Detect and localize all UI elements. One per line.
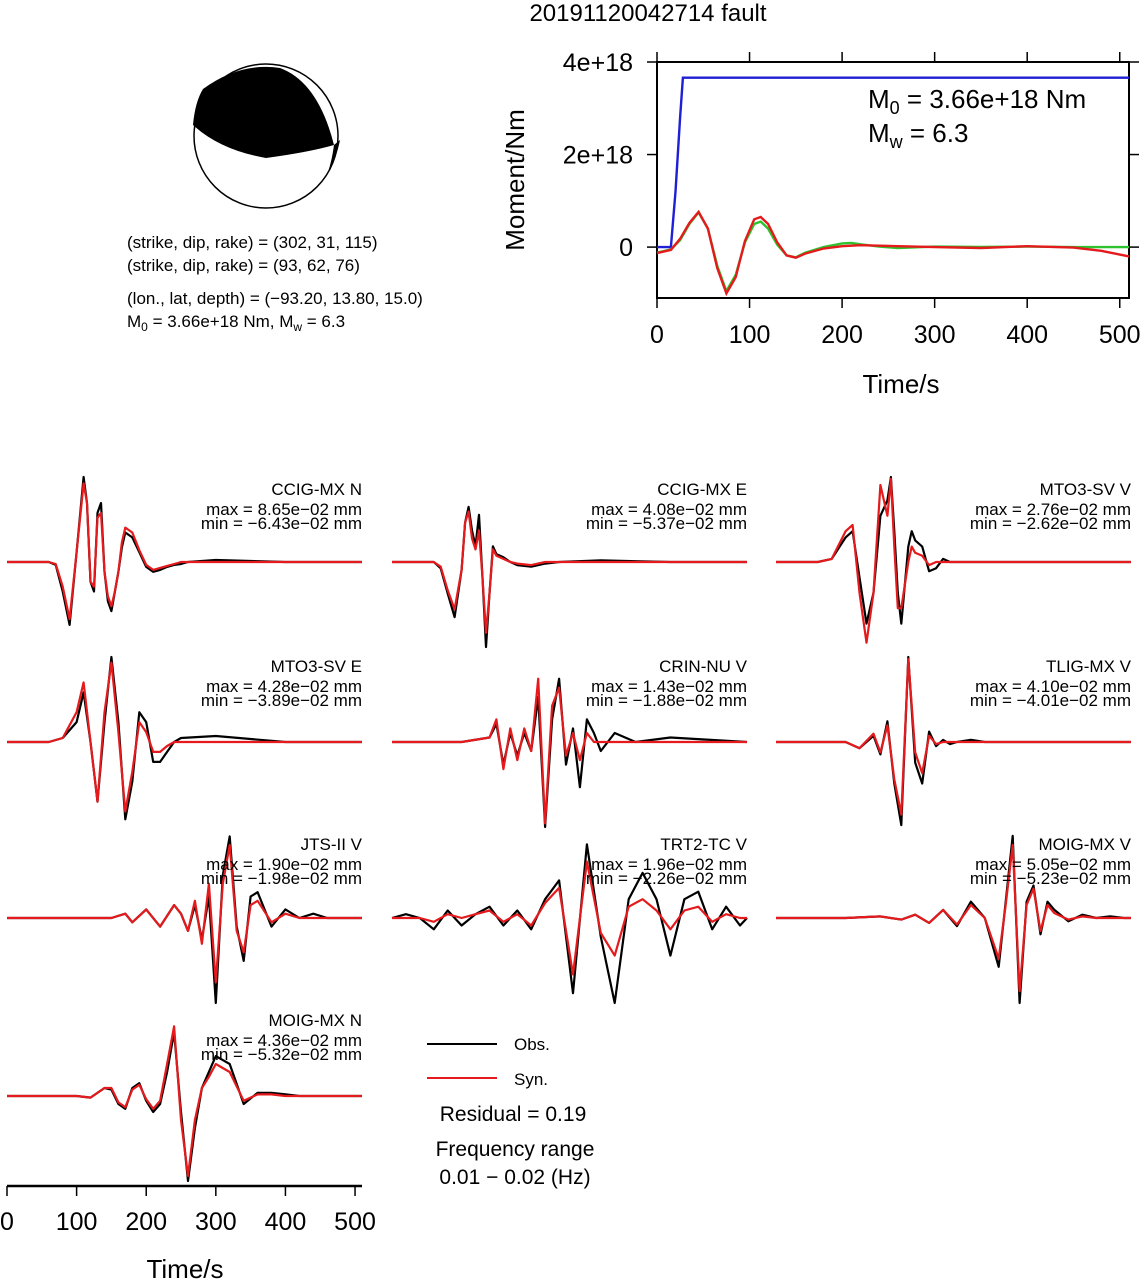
station-min-label: min = −4.01e−02 mm	[970, 691, 1131, 710]
waveform-syn-trace	[392, 860, 747, 976]
figure-title: 20191120042714 fault	[529, 0, 766, 27]
station-min-label: min = −2.26e−02 mm	[586, 869, 747, 888]
station-min-label: min = −5.37e−02 mm	[586, 514, 747, 533]
waveform-syn-trace	[7, 482, 362, 621]
mechanism-location: (lon., lat, depth) = (−93.20, 13.80, 15.…	[127, 289, 423, 308]
station-max-label: max = 1.43e−02 mm	[591, 677, 747, 696]
residual-label: Residual = 0.19	[440, 1103, 587, 1126]
waveform-time-axis: 0 100 200 300 400 500 Time/s	[0, 1184, 376, 1281]
station-max-label: max = 4.08e−02 mm	[591, 500, 747, 519]
moment-ytick-label: 0	[619, 234, 633, 262]
station-max-label: max = 4.36e−02 mm	[206, 1031, 362, 1050]
moment-axes: 0 100 200 300 400 500 0 2e+18 4e+18 Time/s Moment/…	[500, 49, 1141, 399]
mechanism-info: (strike, dip, rake) = (302, 31, 115) (st…	[127, 233, 423, 334]
station-max-label: max = 2.76e−02 mm	[975, 500, 1131, 519]
station-label: MOIG-MX V	[1038, 835, 1131, 854]
waveform-obs-trace	[392, 505, 747, 649]
moment-ytick-label: 2e+18	[563, 142, 633, 170]
station-label: CCIG-MX E	[657, 480, 747, 499]
mechanism-moment: M0 = 3.66e+18 Nm, Mw = 6.3	[127, 312, 345, 334]
mechanism-plane-1: (strike, dip, rake) = (302, 31, 115)	[127, 233, 378, 252]
station-min-label: min = −5.23e−02 mm	[970, 869, 1131, 888]
station-max-label: max = 4.28e−02 mm	[206, 677, 362, 696]
waveform-syn-trace	[776, 658, 1131, 816]
frequency-range-value: 0.01 − 0.02 (Hz)	[439, 1166, 590, 1189]
moment-xtick-label: 200	[821, 321, 863, 349]
moment-xtick-label: 100	[729, 321, 771, 349]
frequency-range-label: Frequency range	[436, 1138, 595, 1161]
moment-xtick-label: 400	[1006, 321, 1048, 349]
waveform-syn-trace	[776, 477, 1131, 644]
legend-obs-label: Obs.	[514, 1035, 550, 1054]
beachball-compression-lobe-small	[328, 140, 340, 172]
station-label: JTS-II V	[301, 835, 363, 854]
station-label: MOIG-MX N	[269, 1011, 363, 1030]
station-label: CCIG-MX N	[271, 480, 362, 499]
waveform-xtick-label: 200	[125, 1208, 167, 1236]
moment-xlabel: Time/s	[862, 369, 939, 399]
waveform-syn-trace	[392, 677, 747, 825]
moment-series-blue	[657, 76, 1129, 249]
waveform-obs-trace	[7, 655, 362, 821]
moment-series-group	[656, 76, 1130, 297]
waveform-syn-trace	[7, 661, 362, 813]
beachball	[193, 63, 340, 209]
moment-xtick-label: 0	[650, 321, 664, 349]
moment-ytick-label: 4e+18	[563, 49, 633, 77]
station-max-label: max = 5.05e−02 mm	[975, 855, 1131, 874]
waveform-syn-trace	[7, 1025, 362, 1177]
station-max-label: max = 4.10e−02 mm	[975, 677, 1131, 696]
station-max-label: max = 1.96e−02 mm	[591, 855, 747, 874]
waveform-xtick-label: 100	[56, 1208, 98, 1236]
station-label: CRIN-NU V	[659, 657, 747, 676]
station-label: TRT2-TC V	[660, 835, 747, 854]
moment-annotation-m0: M0 = 3.66e+18 Nm	[868, 84, 1086, 118]
waveform-xlabel: Time/s	[146, 1254, 223, 1281]
station-min-label: min = −1.88e−02 mm	[586, 691, 747, 710]
waveform-syn-trace	[7, 843, 362, 984]
station-min-label: min = −5.32e−02 mm	[201, 1045, 362, 1064]
station-min-label: min = −2.62e−02 mm	[970, 514, 1131, 533]
moment-annotation-mw: Mw = 6.3	[868, 118, 968, 152]
mechanism-plane-2: (strike, dip, rake) = (93, 62, 76)	[127, 256, 360, 275]
station-label: TLIG-MX V	[1046, 657, 1132, 676]
waveform-syn-trace	[776, 843, 1131, 993]
station-max-label: max = 8.65e−02 mm	[206, 500, 362, 519]
station-min-label: min = −1.98e−02 mm	[201, 869, 362, 888]
moment-series-green	[656, 210, 1129, 294]
waveform-syn-trace	[392, 510, 747, 634]
moment-series-red	[656, 209, 1130, 297]
waveform-xtick-label: 0	[0, 1208, 14, 1236]
moment-ylabel: Moment/Nm	[500, 109, 530, 251]
legend: Obs. Syn.	[427, 1035, 550, 1089]
waveform-xtick-label: 400	[265, 1208, 307, 1236]
station-label: MTO3-SV V	[1040, 480, 1132, 499]
beachball-compression-lobe	[193, 66, 334, 158]
legend-syn-label: Syn.	[514, 1070, 548, 1089]
moment-xtick-label: 500	[1099, 321, 1141, 349]
moment-panel: 0 100 200 300 400 500 0 2e+18 4e+18 Time/s Moment/…	[500, 49, 1141, 399]
moment-xtick-label: 300	[914, 321, 956, 349]
waveform-xtick-label: 300	[195, 1208, 237, 1236]
station-min-label: min = −6.43e−02 mm	[201, 514, 362, 533]
moment-plot-frame	[656, 61, 1130, 299]
waveform-xtick-label: 500	[334, 1208, 376, 1236]
station-min-label: min = −3.89e−02 mm	[201, 691, 362, 710]
station-max-label: max = 1.90e−02 mm	[206, 855, 362, 874]
station-label: MTO3-SV E	[271, 657, 362, 676]
